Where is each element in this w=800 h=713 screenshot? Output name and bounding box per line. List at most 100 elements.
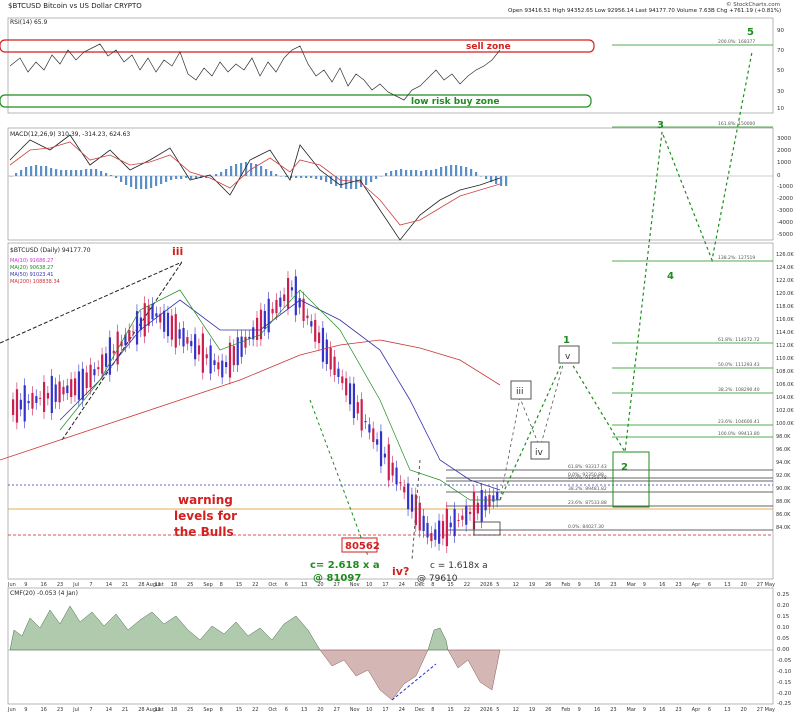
cmf-tick: -0.15	[777, 680, 792, 686]
macd-bar	[175, 176, 178, 179]
candle-body	[348, 383, 352, 405]
macd-bar	[70, 170, 73, 176]
candle-body	[379, 431, 383, 467]
macd-bar	[170, 176, 173, 180]
price-tick: 122.0K	[776, 278, 794, 284]
candle-body	[345, 378, 348, 396]
candle-body	[461, 515, 464, 520]
chart-stats: Open 93416.51 High 94352.65 Low 92956.14…	[508, 8, 781, 14]
candle-body	[170, 315, 173, 340]
price-tick: 110.0K	[776, 356, 794, 362]
macd-tick: 3000	[777, 136, 791, 142]
candle-body	[228, 342, 232, 378]
ma20-line	[59, 289, 500, 501]
projection-arrow-down-right	[411, 459, 421, 561]
x-tick-label: 22	[464, 707, 470, 713]
candle-body	[186, 337, 189, 344]
candle-body	[407, 483, 410, 510]
candle-body	[163, 310, 166, 332]
candle-body	[221, 360, 224, 378]
c-target-right-price: @ 79610	[417, 574, 458, 584]
candle-body	[275, 300, 278, 314]
macd-bar	[410, 170, 413, 176]
x-tick-label: 19	[529, 707, 535, 713]
x-tick-label: 16	[594, 582, 600, 588]
x-tick-label: Jun	[7, 582, 16, 588]
candle-body	[341, 376, 344, 384]
fib-label: 0.0%: 84027.30	[568, 524, 604, 530]
macd-label: MACD(12,26,9) 310.39, -314.23, 624.63	[10, 131, 130, 138]
x-tick-label: Dec	[415, 707, 425, 713]
macd-bar	[385, 173, 388, 176]
price-tick: 88.0K	[776, 499, 791, 505]
candle-body	[290, 287, 294, 291]
ma200-legend: MA(200) 108838.34	[10, 279, 60, 285]
macd-bar	[260, 166, 263, 176]
x-tick-label: Nov	[350, 582, 360, 588]
candle-body	[62, 386, 65, 395]
x-tick-label: 27	[334, 707, 340, 713]
macd-bar	[220, 172, 223, 176]
macd-bar	[105, 173, 108, 176]
macd-bar	[430, 170, 433, 176]
macd-bar	[345, 176, 348, 189]
candle-body	[248, 336, 251, 339]
fib-label: 23.6%: 87533.88	[568, 500, 607, 506]
candle-body	[70, 379, 73, 398]
subwave-v: v	[565, 352, 571, 362]
cmf-tick: 0.05	[777, 636, 790, 642]
candle-body	[151, 304, 154, 320]
candle-body	[418, 502, 421, 531]
x-tick-label: 8	[220, 582, 223, 588]
x-tick-label: 2026	[480, 707, 493, 713]
macd-bar	[365, 176, 368, 185]
x-tick-label: 16	[659, 707, 665, 713]
candle-body	[155, 313, 158, 317]
macd-tick: -2000	[777, 196, 793, 202]
macd-bar	[380, 176, 383, 177]
cmf-axis: 0.25 0.20 0.15 0.10 0.05 0.00 -0.05 -0.1…	[777, 592, 792, 707]
candle-body	[46, 392, 50, 399]
x-tick-label: Nov	[350, 707, 360, 713]
x-tick-label: Mar	[627, 582, 637, 588]
subwave-iv-box	[530, 441, 550, 460]
candle-body	[89, 364, 92, 388]
price-tick: 108.0K	[776, 369, 794, 375]
macd-bar	[330, 176, 333, 184]
macd-bar	[240, 163, 243, 176]
candle-body	[472, 491, 476, 530]
candle-body	[441, 521, 445, 539]
macd-bar	[60, 170, 63, 176]
rsi-axis: 90 70 50 30 10	[777, 28, 784, 112]
candle-body	[143, 303, 146, 337]
macd-bar	[455, 165, 458, 176]
candle-body	[279, 297, 282, 307]
macd-line	[9, 134, 501, 241]
candle-body	[132, 331, 135, 333]
candle-body	[236, 337, 239, 366]
price-tick: 86.0K	[776, 512, 791, 518]
fib-label: 38.2%: 108290.40	[718, 387, 760, 393]
macd-bar	[470, 169, 473, 176]
x-tick-label: 7	[89, 582, 92, 588]
candle-body	[314, 319, 317, 342]
watermark: © StockCharts.com	[726, 1, 780, 8]
candle-body	[97, 367, 100, 370]
price-panel-frame	[7, 242, 774, 580]
candle-body	[453, 508, 456, 537]
macd-bar	[310, 176, 313, 178]
cmf-tick: -0.05	[777, 658, 792, 664]
candle-body	[445, 508, 448, 547]
candle-body	[298, 298, 301, 308]
candle-body	[39, 397, 42, 399]
cmf-positive-area	[9, 605, 321, 651]
candles	[12, 269, 499, 554]
candle-body	[85, 372, 88, 389]
cmf-divergence-arrow	[391, 663, 437, 701]
candle-body	[333, 356, 336, 375]
ma10-legend: MA(10) 91686.27	[10, 258, 53, 264]
price-tick: 118.0K	[776, 304, 794, 310]
candle-body	[12, 399, 15, 415]
x-tick-label: 22	[252, 707, 258, 713]
